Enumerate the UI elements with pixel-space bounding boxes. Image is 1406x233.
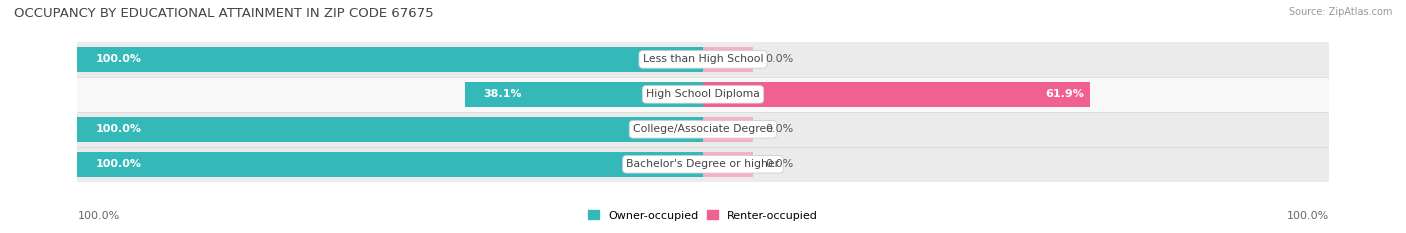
Text: High School Diploma: High School Diploma	[647, 89, 759, 99]
Text: 0.0%: 0.0%	[765, 159, 794, 169]
Text: 0.0%: 0.0%	[765, 55, 794, 64]
Bar	[77, 117, 703, 142]
Bar	[703, 152, 754, 177]
Bar	[77, 147, 1329, 182]
Text: 100.0%: 100.0%	[77, 211, 120, 221]
Text: OCCUPANCY BY EDUCATIONAL ATTAINMENT IN ZIP CODE 67675: OCCUPANCY BY EDUCATIONAL ATTAINMENT IN Z…	[14, 7, 433, 20]
Bar	[703, 117, 754, 142]
Bar	[77, 42, 1329, 77]
Bar	[703, 82, 1090, 107]
Bar	[77, 112, 1329, 147]
Text: Less than High School: Less than High School	[643, 55, 763, 64]
Bar	[77, 77, 1329, 112]
Text: 0.0%: 0.0%	[765, 124, 794, 134]
Text: 100.0%: 100.0%	[1286, 211, 1329, 221]
Text: Bachelor's Degree or higher: Bachelor's Degree or higher	[627, 159, 779, 169]
Text: 100.0%: 100.0%	[96, 124, 142, 134]
Bar	[464, 82, 703, 107]
Bar	[703, 47, 754, 72]
Text: 100.0%: 100.0%	[96, 159, 142, 169]
Bar	[77, 47, 703, 72]
Text: 38.1%: 38.1%	[484, 89, 522, 99]
Text: Source: ZipAtlas.com: Source: ZipAtlas.com	[1288, 7, 1392, 17]
Bar	[77, 152, 703, 177]
Text: College/Associate Degree: College/Associate Degree	[633, 124, 773, 134]
Text: 100.0%: 100.0%	[96, 55, 142, 64]
Legend: Owner-occupied, Renter-occupied: Owner-occupied, Renter-occupied	[583, 206, 823, 225]
Text: 61.9%: 61.9%	[1045, 89, 1084, 99]
